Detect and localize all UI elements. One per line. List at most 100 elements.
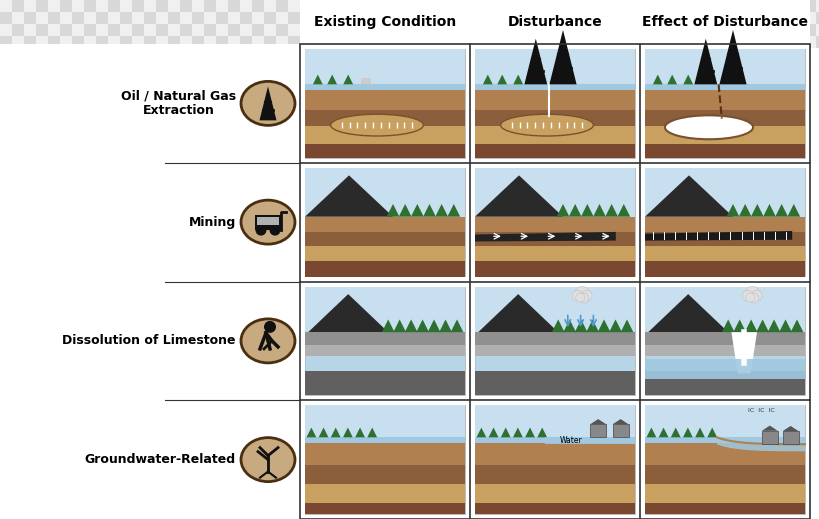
- Bar: [108, 336, 120, 348]
- Bar: [192, 480, 204, 492]
- Polygon shape: [707, 428, 717, 438]
- Bar: [0, 240, 12, 252]
- Bar: [204, 264, 215, 276]
- Bar: [527, 36, 540, 48]
- Bar: [108, 492, 120, 504]
- Polygon shape: [682, 428, 692, 438]
- Bar: [300, 36, 311, 48]
- Bar: [192, 84, 204, 96]
- Bar: [96, 288, 108, 300]
- Bar: [72, 432, 84, 444]
- Bar: [60, 348, 72, 360]
- Bar: [0, 384, 12, 396]
- Bar: [276, 156, 287, 168]
- Bar: [264, 144, 276, 156]
- Polygon shape: [647, 294, 727, 332]
- Bar: [180, 144, 192, 156]
- Bar: [204, 432, 215, 444]
- Bar: [287, 204, 300, 216]
- Bar: [12, 432, 24, 444]
- Bar: [659, 12, 672, 24]
- Bar: [72, 0, 84, 12]
- Bar: [12, 12, 24, 24]
- Bar: [240, 444, 251, 456]
- Bar: [12, 84, 24, 96]
- Bar: [192, 360, 204, 372]
- Bar: [324, 36, 336, 48]
- Bar: [168, 216, 180, 228]
- Bar: [132, 360, 144, 372]
- Bar: [287, 372, 300, 384]
- Bar: [72, 336, 84, 348]
- Bar: [108, 84, 120, 96]
- Bar: [84, 12, 96, 24]
- Bar: [383, 36, 396, 48]
- Bar: [264, 72, 276, 84]
- Polygon shape: [551, 320, 563, 332]
- Bar: [287, 216, 300, 228]
- Bar: [84, 396, 96, 408]
- Bar: [251, 348, 264, 360]
- Bar: [168, 288, 180, 300]
- Polygon shape: [762, 204, 775, 217]
- Bar: [48, 120, 60, 132]
- Bar: [228, 120, 240, 132]
- Bar: [204, 372, 215, 384]
- Bar: [132, 156, 144, 168]
- Bar: [72, 84, 84, 96]
- Bar: [192, 456, 204, 468]
- Polygon shape: [367, 428, 377, 438]
- Polygon shape: [645, 231, 791, 241]
- Bar: [24, 240, 36, 252]
- Bar: [276, 204, 287, 216]
- Bar: [240, 216, 251, 228]
- Bar: [204, 108, 215, 120]
- Bar: [72, 468, 84, 480]
- Polygon shape: [695, 428, 704, 438]
- Bar: [0, 96, 12, 108]
- Bar: [144, 204, 156, 216]
- Ellipse shape: [664, 115, 752, 139]
- Bar: [683, 0, 695, 12]
- Bar: [48, 516, 60, 519]
- Bar: [36, 504, 48, 516]
- Bar: [48, 144, 60, 156]
- Bar: [108, 24, 120, 36]
- Bar: [0, 444, 12, 456]
- Bar: [479, 24, 491, 36]
- Polygon shape: [617, 204, 629, 217]
- Bar: [144, 372, 156, 384]
- Bar: [156, 132, 168, 144]
- Bar: [156, 264, 168, 276]
- Bar: [84, 36, 96, 48]
- Bar: [287, 144, 300, 156]
- Bar: [276, 240, 287, 252]
- Bar: [144, 276, 156, 288]
- Bar: [600, 36, 611, 48]
- Bar: [168, 240, 180, 252]
- Bar: [408, 24, 419, 36]
- Bar: [228, 204, 240, 216]
- Bar: [264, 408, 276, 420]
- Bar: [372, 24, 383, 36]
- Bar: [108, 324, 120, 336]
- Bar: [731, 12, 743, 24]
- Bar: [695, 12, 707, 24]
- Polygon shape: [731, 332, 756, 374]
- Bar: [204, 72, 215, 84]
- Bar: [0, 396, 12, 408]
- Bar: [240, 228, 251, 240]
- Bar: [264, 432, 276, 444]
- Bar: [251, 144, 264, 156]
- Bar: [192, 168, 204, 180]
- Bar: [474, 168, 634, 277]
- Bar: [228, 324, 240, 336]
- Bar: [168, 516, 180, 519]
- Bar: [251, 24, 264, 36]
- Bar: [287, 252, 300, 264]
- Bar: [204, 36, 215, 48]
- Bar: [60, 360, 72, 372]
- Bar: [108, 348, 120, 360]
- Bar: [132, 192, 144, 204]
- Bar: [645, 359, 804, 379]
